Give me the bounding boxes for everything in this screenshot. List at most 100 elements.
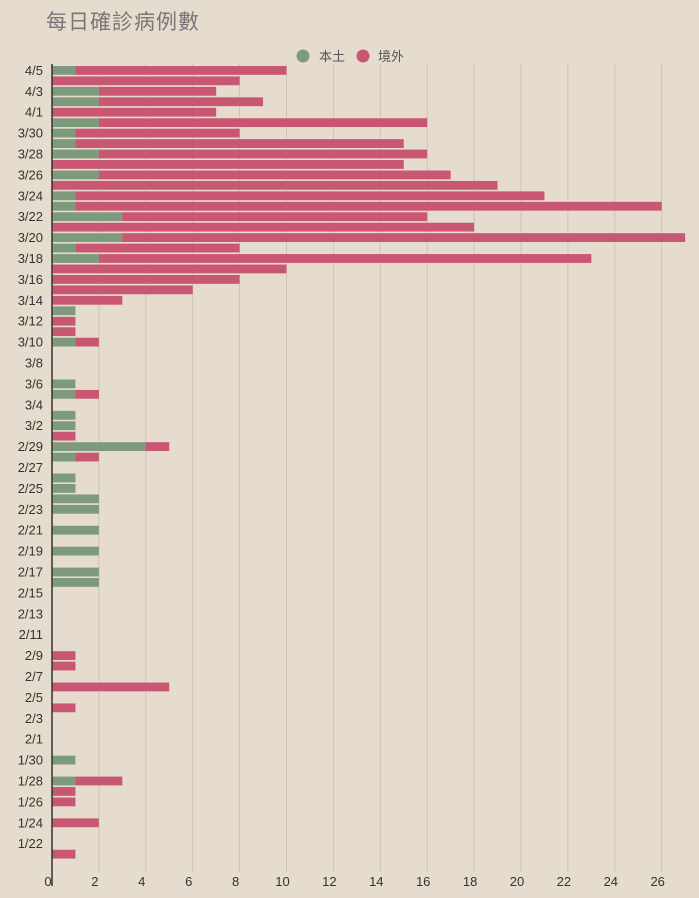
bar-境外-3/28 (98, 149, 428, 159)
bar-本土-4/2 (52, 97, 99, 107)
bar-境外-3/5 (75, 389, 99, 399)
y-tick-label: 2/13 (18, 606, 43, 621)
y-tick-label: 3/10 (18, 335, 43, 350)
bar-本土-4/5 (52, 66, 76, 75)
y-tick-label: 4/3 (25, 84, 43, 99)
bar-本土-2/19 (52, 546, 99, 556)
bar-境外-3/27 (52, 160, 404, 169)
bar-本土-3/19 (52, 243, 76, 253)
bar-本土-1/30 (52, 755, 76, 765)
bar-本土-3/24 (52, 191, 76, 201)
bar-本土-2/26 (52, 473, 76, 483)
x-tick-label: 26 (650, 874, 664, 889)
y-tick-label: 2/1 (25, 732, 43, 747)
bar-境外-3/18 (98, 254, 592, 263)
bars (52, 66, 686, 859)
bar-境外-3/14 (52, 295, 123, 305)
bar-本土-3/31 (52, 118, 99, 128)
y-tick-label: 1/26 (18, 794, 43, 809)
y-tick-label: 2/11 (19, 627, 43, 642)
bar-境外-3/22 (122, 212, 428, 222)
y-tick-label: 3/18 (18, 251, 43, 266)
y-tick-label: 2/5 (25, 690, 43, 705)
x-tick-label: 20 (510, 874, 524, 889)
x-tick-label: 16 (416, 874, 430, 889)
legend: 本土 境外 (296, 49, 404, 65)
y-tick-label: 2/19 (18, 544, 43, 559)
bar-本土-3/20 (52, 233, 123, 242)
bar-境外-3/30 (75, 128, 240, 138)
legend-label: 本土 (319, 50, 345, 65)
bar-本土-3/28 (52, 149, 99, 159)
bar-境外-1/28 (75, 776, 123, 786)
bar-境外-4/1 (52, 107, 217, 117)
bar-本土-3/10 (52, 337, 76, 347)
bar-境外-2/8 (52, 661, 76, 671)
x-tick-label: 6 (185, 874, 192, 889)
x-tick-labels: 0 2 4 6 8 10 12 14 16 18 20 22 24 26 (44, 874, 665, 889)
bar-本土-2/16 (52, 578, 99, 587)
bar-本土-1/28 (52, 776, 76, 786)
bar-本土-2/23 (52, 504, 99, 514)
y-tick-label: 1/28 (18, 774, 43, 789)
legend-label: 境外 (378, 50, 404, 65)
y-tick-label: 2/3 (25, 711, 43, 726)
y-tick-label: 2/21 (18, 523, 43, 538)
x-tick-label: 4 (138, 874, 145, 889)
chart-title: 每日確診病例數 (46, 10, 200, 34)
bar-本土-2/24 (52, 494, 99, 504)
bar-境外-3/19 (75, 243, 240, 253)
y-tick-label: 3/14 (18, 293, 43, 308)
y-tick-label: 3/4 (25, 397, 43, 412)
bar-本土-3/6 (52, 379, 76, 389)
y-tick-label: 3/2 (25, 418, 43, 433)
bar-境外-2/9 (52, 651, 76, 660)
bar-境外-2/6 (52, 682, 170, 692)
bar-本土-3/26 (52, 170, 99, 180)
x-tick-label: 12 (322, 874, 336, 889)
bar-境外-1/24 (52, 818, 99, 828)
y-tick-label: 1/30 (18, 753, 43, 768)
y-tick-label: 4/5 (25, 63, 43, 78)
y-tick-label: 4/1 (25, 105, 43, 120)
bar-境外-3/12 (52, 316, 76, 326)
y-tick-label: 2/9 (25, 648, 43, 663)
bar-本土-3/23 (52, 201, 76, 211)
y-tick-label: 3/20 (18, 230, 43, 245)
bar-境外-2/29 (145, 442, 170, 451)
bar-境外-3/1 (52, 431, 76, 441)
bar-境外-3/17 (52, 264, 287, 274)
bar-本土-3/3 (52, 410, 76, 420)
y-tick-label: 3/12 (18, 314, 43, 329)
bar-本土-3/29 (52, 139, 76, 148)
bar-境外-3/11 (52, 327, 76, 337)
y-tick-label: 3/8 (25, 356, 43, 371)
y-tick-label: 3/22 (18, 209, 43, 224)
legend-swatch (356, 49, 370, 63)
y-tick-label: 2/25 (18, 481, 43, 496)
y-tick-label: 1/22 (18, 836, 43, 851)
bar-境外-3/26 (98, 170, 451, 180)
bar-境外-4/3 (98, 86, 217, 96)
x-tick-label: 24 (604, 874, 618, 889)
x-tick-label: 0 (44, 874, 51, 889)
y-tick-label: 3/28 (18, 147, 43, 162)
bar-本土-3/30 (52, 128, 76, 138)
bar-本土-2/21 (52, 525, 99, 535)
y-tick-label: 2/23 (18, 502, 43, 517)
bar-本土-2/17 (52, 567, 99, 577)
x-tick-label: 2 (91, 874, 98, 889)
bar-本土-3/5 (52, 389, 76, 399)
bar-境外-4/5 (75, 66, 287, 75)
bar-境外-2/28 (75, 452, 99, 462)
bar-境外-1/26 (52, 797, 76, 807)
bar-境外-3/23 (75, 201, 662, 211)
y-tick-label: 1/24 (18, 815, 43, 830)
y-tick-label: 2/17 (18, 565, 43, 580)
bar-境外-3/31 (98, 118, 428, 128)
bar-境外-1/21 (52, 849, 76, 859)
y-tick-labels: 4/5 4/3 4/1 3/30 3/28 3/26 3/24 3/22 3/20 3/18 3/1… (18, 63, 43, 851)
bar-本土-2/29 (52, 442, 146, 451)
y-tick-label: 2/27 (18, 460, 43, 475)
